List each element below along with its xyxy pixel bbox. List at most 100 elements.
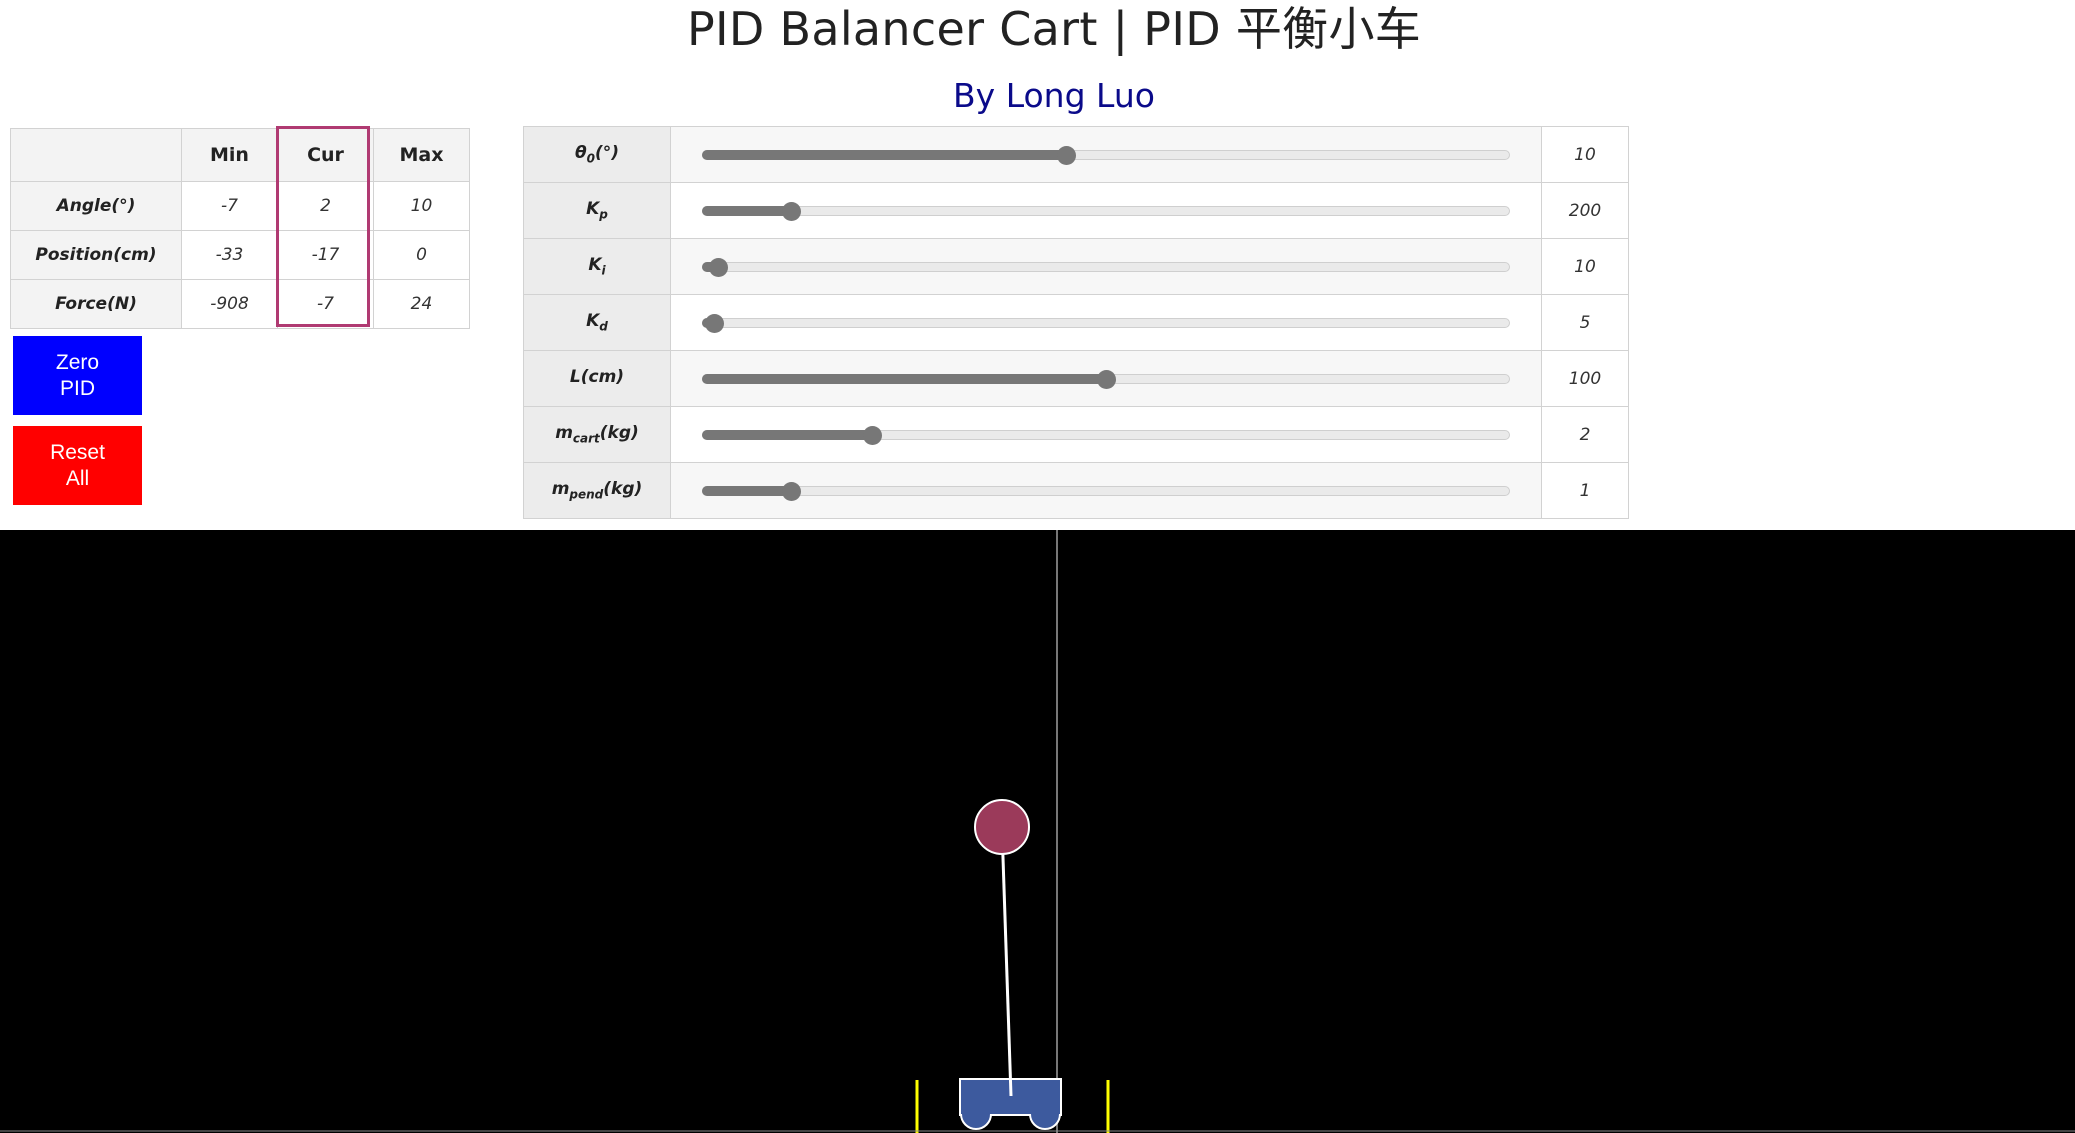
- param-slider-cell: [670, 126, 1542, 183]
- param-slider[interactable]: [702, 481, 1510, 501]
- slider-thumb[interactable]: [709, 257, 729, 277]
- parameters-table: θ0(°) 10 Kp 200 Ki 10 Kd 5 L(cm) 100 mcart(kg) 2 mpe…: [523, 126, 1629, 519]
- param-slider-cell: [670, 406, 1542, 463]
- param-value: 2: [1541, 406, 1629, 463]
- slider-thumb[interactable]: [1097, 369, 1116, 389]
- slider-track[interactable]: [702, 485, 1510, 496]
- param-label: Ki: [523, 238, 671, 295]
- param-label: θ0(°): [523, 126, 671, 183]
- slider-track[interactable]: [702, 261, 1510, 272]
- param-slider[interactable]: [702, 257, 1510, 277]
- param-slider[interactable]: [702, 201, 1510, 221]
- slider-fill: [702, 149, 1066, 160]
- param-row: Ki 10: [523, 238, 1629, 295]
- param-slider-cell: [670, 462, 1542, 519]
- param-row: θ0(°) 10: [523, 126, 1629, 183]
- position-cur: -17: [277, 230, 374, 280]
- slider-thumb[interactable]: [781, 201, 801, 221]
- column-max: Max: [373, 128, 470, 182]
- param-row: mcart(kg) 2: [523, 406, 1629, 463]
- param-subscript: pend: [569, 487, 604, 502]
- cart-right-wheel: [1029, 1113, 1061, 1130]
- slider-track[interactable]: [702, 205, 1510, 216]
- param-unit: (kg): [603, 479, 643, 500]
- page-title: PID Balancer Cart | PID 平衡小车: [686, 2, 1422, 56]
- pendulum-bob: [974, 799, 1030, 855]
- stats-corner-cell: [10, 128, 182, 182]
- param-row: Kp 200: [523, 182, 1629, 239]
- param-slider-cell: [670, 182, 1542, 239]
- param-label: Kp: [523, 182, 671, 239]
- param-symbol: K: [588, 255, 602, 276]
- param-slider[interactable]: [702, 369, 1510, 389]
- param-subscript: d: [599, 319, 608, 334]
- param-slider[interactable]: [702, 145, 1510, 165]
- position-min: -33: [181, 230, 278, 280]
- param-subscript: 0: [586, 151, 595, 166]
- param-row: Kd 5: [523, 294, 1629, 351]
- force-cur: -7: [277, 279, 374, 329]
- angle-cur: 2: [277, 181, 374, 231]
- zero-pid-label: Zero PID: [55, 350, 100, 400]
- param-slider-cell: [670, 294, 1542, 351]
- param-symbol: L: [569, 367, 581, 388]
- simulation-svg: [0, 530, 2075, 1133]
- slider-thumb[interactable]: [862, 425, 882, 445]
- param-value: 10: [1541, 126, 1629, 183]
- param-unit: (°): [595, 143, 620, 164]
- stats-row-force: Force(N) -908 -7 24: [10, 279, 470, 329]
- reset-all-button[interactable]: Reset All: [13, 426, 142, 505]
- param-slider-cell: [670, 238, 1542, 295]
- param-symbol: θ: [574, 143, 587, 164]
- stats-row-angle: Angle(°) -7 2 10: [10, 181, 470, 231]
- angle-min: -7: [181, 181, 278, 231]
- slider-fill: [702, 205, 791, 216]
- column-min: Min: [181, 128, 278, 182]
- param-value: 5: [1541, 294, 1629, 351]
- param-value: 100: [1541, 350, 1629, 407]
- param-slider[interactable]: [702, 313, 1510, 333]
- reset-all-label: Reset All: [50, 440, 105, 490]
- param-slider-cell: [670, 350, 1542, 407]
- row-label: Angle(°): [10, 181, 182, 231]
- row-label: Force(N): [10, 279, 182, 329]
- angle-max: 10: [373, 181, 470, 231]
- force-max: 24: [373, 279, 470, 329]
- slider-track[interactable]: [702, 317, 1510, 328]
- param-row: L(cm) 100: [523, 350, 1629, 407]
- author-subtitle: By Long Luo: [953, 76, 1155, 115]
- param-slider[interactable]: [702, 425, 1510, 445]
- param-label: Kd: [523, 294, 671, 351]
- row-label: Position(cm): [10, 230, 182, 280]
- cart-left-wheel: [960, 1113, 992, 1130]
- param-symbol: K: [586, 199, 600, 220]
- stats-header-row: Min Cur Max: [10, 128, 470, 182]
- param-label: mcart(kg): [523, 406, 671, 463]
- slider-fill: [702, 373, 1106, 384]
- param-row: mpend(kg) 1: [523, 462, 1629, 519]
- param-value: 1: [1541, 462, 1629, 519]
- param-symbol: m: [551, 479, 570, 500]
- param-subscript: cart: [572, 431, 600, 446]
- param-value: 10: [1541, 238, 1629, 295]
- param-label: mpend(kg): [523, 462, 671, 519]
- force-min: -908: [181, 279, 278, 329]
- stats-table: Min Cur Max Angle(°) -7 2 10 Position(cm…: [10, 128, 470, 329]
- simulation-canvas[interactable]: [0, 530, 2075, 1133]
- pendulum-rod: [1000, 827, 1013, 1097]
- position-max: 0: [373, 230, 470, 280]
- slider-thumb[interactable]: [781, 481, 801, 501]
- param-subscript: p: [599, 207, 608, 222]
- param-unit: (kg): [599, 423, 639, 444]
- param-unit: (cm): [580, 367, 625, 388]
- param-symbol: K: [586, 311, 600, 332]
- stats-row-position: Position(cm) -33 -17 0: [10, 230, 470, 280]
- param-label: L(cm): [523, 350, 671, 407]
- param-value: 200: [1541, 182, 1629, 239]
- slider-fill: [702, 429, 872, 440]
- slider-thumb[interactable]: [705, 313, 725, 333]
- param-subscript: i: [601, 263, 606, 278]
- slider-fill: [702, 485, 791, 496]
- slider-thumb[interactable]: [1056, 145, 1076, 165]
- zero-pid-button[interactable]: Zero PID: [13, 336, 142, 415]
